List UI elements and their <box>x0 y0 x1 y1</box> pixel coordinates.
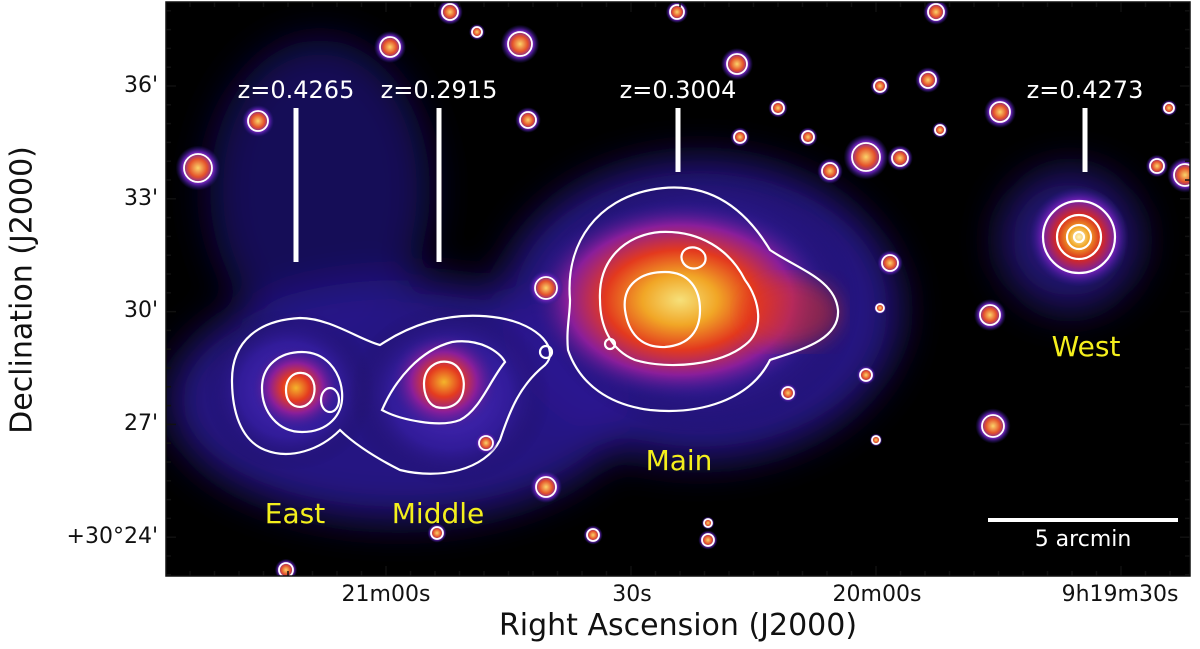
y-tick-label: 30' <box>123 298 158 323</box>
point-source-glow <box>530 471 562 503</box>
point-source-contour <box>726 53 748 75</box>
point-source-contour <box>183 153 213 183</box>
plot-frame <box>165 1 1191 577</box>
point-sources <box>175 2 1190 576</box>
point-source-glow <box>843 134 889 180</box>
point-source-contour <box>919 71 937 89</box>
point-source-contour <box>981 414 1005 438</box>
y-tick-label: +30°24' <box>66 524 158 549</box>
x-axis-title: Right Ascension (J2000) <box>498 608 858 643</box>
point-source-glow <box>175 145 221 191</box>
point-source-contour <box>519 111 537 129</box>
point-source-glow <box>274 558 298 576</box>
point-source-contour <box>821 162 839 180</box>
point-source-glow <box>515 107 541 133</box>
x-tick-label: 9h19m30s <box>1061 582 1179 607</box>
y-tick-label: 27' <box>123 411 158 436</box>
point-source-contour <box>979 304 1001 326</box>
west-redshift-label: z=0.4273 <box>1026 76 1144 104</box>
x-tick-label: 21m00s <box>341 582 431 607</box>
point-source-contour <box>441 3 459 21</box>
point-source-contour <box>733 130 747 144</box>
point-source-contour <box>247 110 269 132</box>
point-source-contour <box>534 276 558 300</box>
point-source-glow <box>1167 157 1190 193</box>
point-source-glow <box>721 48 753 80</box>
east-cluster-emission <box>205 310 375 470</box>
point-source-contour <box>859 368 873 382</box>
point-source-contour <box>891 149 909 167</box>
point-source-contour <box>379 36 401 58</box>
point-source-glow <box>877 250 903 276</box>
main-redshift-label: z=0.3004 <box>619 76 737 104</box>
point-source-contour <box>881 254 899 272</box>
redshift-marker-lines <box>293 108 1088 262</box>
point-source-contour <box>871 435 881 445</box>
east-cluster-label: East <box>264 497 326 530</box>
point-source-contour <box>934 124 946 136</box>
point-source-glow <box>500 24 540 64</box>
surface-brightness-contours <box>230 186 1117 475</box>
point-source-glow <box>974 299 1006 331</box>
west-cluster-label: West <box>1051 330 1121 363</box>
point-source-contour <box>703 518 713 528</box>
point-source-glow <box>817 158 843 184</box>
point-source-contour <box>471 26 483 38</box>
point-source-glow <box>915 67 941 93</box>
x-tick-label: 20m00s <box>832 582 922 607</box>
point-source-contour <box>278 562 294 576</box>
point-source-glow <box>1145 154 1169 178</box>
x-tick-label: 30s <box>612 582 652 607</box>
point-source-contour <box>1163 102 1175 114</box>
y-tick-label: 36' <box>123 73 158 98</box>
y-axis-title: Declination (J2000) <box>4 146 40 434</box>
point-source-contour <box>927 3 945 21</box>
point-source-contour <box>873 79 887 93</box>
east-redshift-label: z=0.4265 <box>237 76 355 104</box>
middle-cluster-label: Middle <box>391 497 485 530</box>
point-source-glow <box>887 145 913 171</box>
point-source-contour <box>781 386 795 400</box>
point-source-contour <box>669 4 685 20</box>
point-source-contour <box>771 101 785 115</box>
point-source-contour <box>851 142 881 172</box>
point-source-contour <box>1149 158 1165 174</box>
y-tick-label: 33' <box>123 186 158 211</box>
point-source-contour <box>535 476 557 498</box>
scale-bar-label: 5 arcmin <box>1034 527 1132 552</box>
point-source-glow <box>975 408 1011 444</box>
point-source-contour <box>507 31 533 57</box>
point-source-glow <box>984 96 1016 128</box>
point-source-contour <box>989 101 1011 123</box>
point-source-contour <box>478 435 494 451</box>
point-source-contour <box>801 130 815 144</box>
point-source-contour <box>586 528 600 542</box>
axis-ticks <box>166 2 1190 576</box>
point-source-glow <box>528 270 564 306</box>
point-source-glow <box>474 431 498 455</box>
point-source-contour <box>875 303 885 313</box>
point-source-glow <box>242 105 274 137</box>
point-source-contour <box>430 526 444 540</box>
point-source-glow <box>374 31 406 63</box>
point-source-contour <box>701 533 715 547</box>
middle-redshift-label: z=0.2915 <box>380 76 498 104</box>
point-source-contour <box>1173 163 1190 187</box>
main-cluster-label: Main <box>645 444 713 477</box>
